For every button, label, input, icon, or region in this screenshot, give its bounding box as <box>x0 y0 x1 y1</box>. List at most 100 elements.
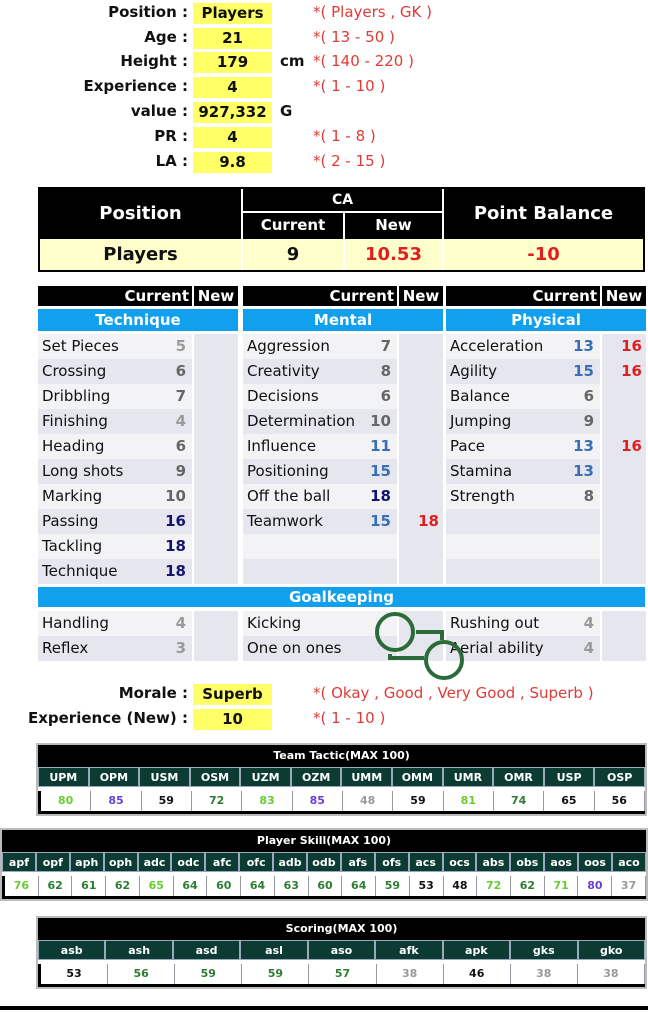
attribute-new[interactable] <box>192 459 238 484</box>
attribute-new[interactable] <box>600 509 646 534</box>
attribute-new[interactable] <box>192 559 238 584</box>
attribute-current: 7 <box>380 337 391 355</box>
attribute-new[interactable] <box>397 384 443 409</box>
field-hint: *( Players , GK ) <box>313 3 432 21</box>
attribute-new[interactable] <box>192 434 238 459</box>
attribute-new[interactable] <box>397 434 443 459</box>
attribute-new[interactable] <box>600 636 646 661</box>
col-header: UMM <box>341 767 393 787</box>
field-label: Position : <box>108 3 188 21</box>
attribute-row: Teamwork 15 18 <box>243 509 443 534</box>
col-header: obs <box>510 852 545 872</box>
attribute-current: 6 <box>380 387 391 405</box>
attribute-new[interactable] <box>397 409 443 434</box>
attribute-new[interactable] <box>600 559 646 584</box>
attribute-new[interactable] <box>192 359 238 384</box>
ca-table: Position CA Current New Point Balance Pl… <box>38 187 645 272</box>
attribute-row <box>243 534 443 559</box>
attribute-row: Reflex 3 <box>38 636 238 661</box>
attribute-row: Aggression 7 <box>243 334 443 359</box>
attribute-new[interactable] <box>192 409 238 434</box>
attribute-new[interactable] <box>397 334 443 359</box>
attribute-new[interactable] <box>192 509 238 534</box>
attribute-row: Passing 16 <box>38 509 238 534</box>
new-header: New <box>192 286 238 306</box>
attribute-new[interactable] <box>192 484 238 509</box>
attribute-current: 6 <box>583 387 594 405</box>
field-value[interactable]: 4 <box>193 77 272 98</box>
field-label: value : <box>130 102 188 120</box>
table-title: Player Skill(MAX 100) <box>2 830 646 852</box>
attribute-current: 15 <box>370 462 391 480</box>
attribute-new[interactable] <box>192 384 238 409</box>
attribute-new[interactable] <box>600 484 646 509</box>
attribute-row: Agility 15 16 <box>446 359 646 384</box>
attribute-new[interactable] <box>600 384 646 409</box>
attribute-current: 4 <box>175 412 186 430</box>
attribute-new[interactable] <box>397 484 443 509</box>
point-balance-value: -10 <box>444 237 643 270</box>
attribute-row: Off the ball 18 <box>243 484 443 509</box>
field-value[interactable]: Players <box>193 3 272 24</box>
col-value: 59 <box>376 876 410 896</box>
morale-hint: *( Okay , Good , Very Good , Superb ) <box>313 684 594 702</box>
attribute-new[interactable] <box>600 611 646 636</box>
field-value[interactable]: 9.8 <box>193 152 272 173</box>
position-value: Players <box>40 237 241 270</box>
col-header: afc <box>205 852 240 872</box>
group-physical: Current New Physical Acceleration 13 16 Agili… <box>446 286 646 584</box>
attribute-new[interactable] <box>192 534 238 559</box>
attribute-new[interactable] <box>192 334 238 359</box>
field-value[interactable]: 21 <box>193 28 272 49</box>
field-hint: *( 2 - 15 ) <box>313 152 386 170</box>
col-header: asl <box>240 940 308 960</box>
attribute-name: Decisions <box>247 387 319 405</box>
attribute-new[interactable]: 18 <box>397 509 443 534</box>
field-value[interactable]: 927,332 <box>193 102 272 123</box>
field-label: Age : <box>144 28 188 46</box>
col-header: aos <box>544 852 579 872</box>
attribute-new[interactable] <box>600 459 646 484</box>
field-hint: *( 140 - 220 ) <box>313 52 414 70</box>
attribute-current: 8 <box>380 362 391 380</box>
attribute-new[interactable] <box>397 359 443 384</box>
position-header: Position <box>40 189 241 237</box>
attribute-new[interactable] <box>397 559 443 584</box>
col-value: 61 <box>72 876 107 896</box>
field-value[interactable]: 179 <box>193 52 272 73</box>
attribute-new[interactable] <box>192 611 238 636</box>
attribute-current: 3 <box>175 639 186 657</box>
ca-current-header: Current <box>243 213 343 237</box>
attribute-new[interactable] <box>600 534 646 559</box>
attribute-row <box>446 559 646 584</box>
col-header: ash <box>105 940 173 960</box>
col-value: 53 <box>41 964 109 984</box>
attribute-new[interactable] <box>192 636 238 661</box>
attribute-new[interactable] <box>397 459 443 484</box>
attribute-new[interactable] <box>600 409 646 434</box>
attribute-new[interactable]: 16 <box>600 334 646 359</box>
col-header: ocs <box>442 852 477 872</box>
col-header: abs <box>476 852 511 872</box>
col-header: afs <box>340 852 375 872</box>
attribute-current: 15 <box>370 512 391 530</box>
col-value: 37 <box>612 876 646 896</box>
experience-new-value[interactable]: 10 <box>193 709 272 730</box>
col-header: UPM <box>38 767 89 787</box>
attribute-current: 11 <box>370 437 391 455</box>
col-header: apk <box>442 940 511 960</box>
link-icon[interactable] <box>372 610 472 682</box>
field-value[interactable]: 4 <box>193 127 272 148</box>
morale-value[interactable]: Superb <box>193 684 272 705</box>
group-header: Current New <box>243 286 443 306</box>
divider <box>0 1006 648 1010</box>
attribute-row: Handling 4 <box>38 611 238 636</box>
col-header: aph <box>69 852 104 872</box>
attribute-name: Agility <box>450 362 498 380</box>
field-hint: *( 13 - 50 ) <box>313 28 395 46</box>
attribute-new[interactable]: 16 <box>600 359 646 384</box>
attribute-current: 15 <box>573 362 594 380</box>
attribute-new[interactable] <box>397 534 443 559</box>
attribute-new[interactable]: 16 <box>600 434 646 459</box>
col-value: 56 <box>108 964 176 984</box>
